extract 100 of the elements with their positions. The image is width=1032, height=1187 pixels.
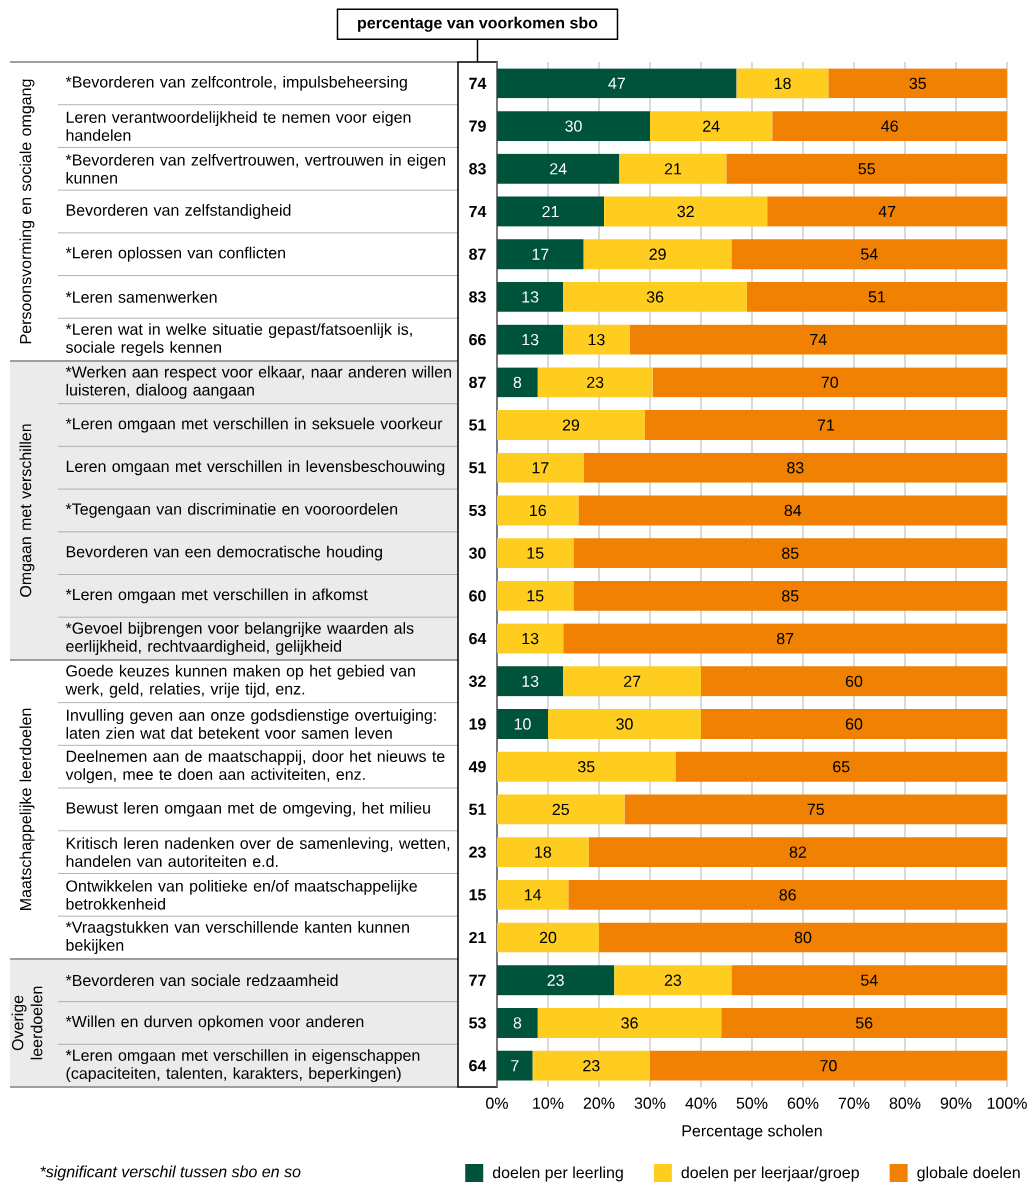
- data-label: 24: [703, 120, 720, 132]
- data-label: 82: [789, 846, 806, 858]
- data-label: 85: [782, 547, 799, 559]
- data-label: 25: [552, 803, 569, 816]
- bar: [497, 965, 615, 996]
- data-label: 19: [469, 718, 486, 730]
- bar: [828, 68, 1007, 99]
- bar: [497, 1008, 538, 1038]
- data-label: 60: [845, 718, 863, 730]
- data-label: 23: [583, 1060, 600, 1072]
- data-label: 51: [469, 803, 486, 815]
- bar: [497, 1050, 533, 1081]
- data-label: 32: [677, 205, 694, 218]
- y-tick-label: *Gevoel bijbrengen voor belangrijke waarden als eerlijkheid, rechtvaardigheid, gelijkheid: [65, 622, 414, 656]
- data-label: 70: [820, 1060, 837, 1072]
- data-label: 27: [624, 675, 641, 687]
- data-label: 17: [532, 462, 549, 474]
- bar: [497, 495, 579, 526]
- legend-label: doelen per leerling: [492, 1166, 623, 1182]
- data-label: 18: [774, 77, 791, 90]
- x-tick-label: 30%: [634, 1097, 666, 1109]
- bar: [497, 922, 599, 953]
- data-label: 14: [525, 889, 542, 901]
- data-label: 13: [588, 333, 605, 346]
- bar: [746, 281, 1007, 312]
- x-axis-title: Percentage scholen: [682, 1124, 822, 1140]
- bar: [537, 367, 653, 398]
- legend-label: globale doelen: [917, 1166, 1020, 1182]
- data-label: 17: [532, 248, 549, 260]
- data-label: 65: [833, 761, 850, 773]
- data-label: 56: [855, 1017, 873, 1029]
- bar: [497, 666, 564, 697]
- data-label: 53: [469, 504, 486, 517]
- bar: [650, 1050, 1007, 1081]
- x-tick-label: 50%: [736, 1097, 768, 1109]
- y-axis-title: Maatschappelijke leerdoelen: [19, 708, 35, 910]
- y-axis-title: Omgaan met verschillen: [19, 424, 35, 597]
- data-label: 30: [468, 547, 486, 559]
- data-label: 66: [469, 333, 486, 346]
- bar: [497, 153, 620, 184]
- y-tick-label: *Leren oplossen van conflicten: [65, 246, 286, 262]
- x-tick-label: 40%: [685, 1097, 717, 1109]
- bar: [497, 538, 574, 569]
- data-label: 80: [794, 931, 812, 944]
- data-label: 13: [522, 632, 539, 645]
- data-label: 70: [821, 376, 839, 388]
- y-tick-label: *Vraagstukken van verschillende kanten kunnen bekijken: [65, 921, 409, 954]
- data-label: 16: [530, 504, 546, 517]
- data-label: 13: [522, 333, 539, 346]
- y-tick-label: Goede keuzes kunnen maken op het gebied van werk, geld, relaties, vrije tijd, enz.: [65, 664, 415, 698]
- y-tick-label: Bewust leren omgaan met de omgeving, het milieu: [66, 801, 430, 817]
- y-tick-label: Leren omgaan met verschillen in levensbeschouwing: [66, 460, 445, 476]
- bar: [547, 709, 701, 739]
- data-label: 85: [782, 590, 799, 602]
- data-label: 23: [469, 846, 486, 858]
- data-label: 13: [522, 675, 539, 687]
- data-label: 87: [469, 376, 486, 388]
- data-label: 75: [807, 803, 824, 815]
- bar: [497, 452, 584, 483]
- bar: [563, 666, 701, 697]
- data-label: 21: [469, 931, 486, 944]
- bar: [563, 623, 1007, 654]
- bar: [497, 367, 538, 398]
- bar: [700, 709, 1007, 739]
- bar: [497, 709, 548, 739]
- y-tick-label: Bevorderen van zelfstandigheid: [66, 204, 291, 219]
- data-label: 15: [469, 889, 486, 901]
- y-tick-label: Deelnemen aan de maatschappij, door het nieuws te volgen, mee te doen aan activiteiten, enz.: [65, 750, 445, 784]
- y-tick-label: *Werken aan respect voor elkaar, naar anderen willen luisteren, dialoog aangaan: [65, 365, 451, 399]
- bar: [532, 1050, 650, 1081]
- bar: [497, 410, 645, 440]
- bar: [652, 367, 1007, 398]
- data-label: 29: [649, 248, 666, 260]
- data-label: 71: [817, 419, 835, 431]
- y-tick-label: Kritisch leren nadenken over de samenleving, wetten, handelen van autoriteiten e.d.: [66, 837, 450, 867]
- x-tick-label: 60%: [787, 1097, 819, 1109]
- data-label: 51: [868, 291, 886, 303]
- data-label: 30: [616, 718, 633, 730]
- bar: [497, 281, 564, 312]
- data-label: 36: [646, 291, 664, 303]
- bar: [497, 111, 650, 142]
- bar: [675, 751, 1007, 782]
- bar: [578, 495, 1007, 526]
- bar: [598, 922, 1007, 953]
- bar: [573, 580, 1007, 611]
- y-tick-label: *Tegengaan van discriminatie en vooroordelen: [65, 503, 398, 518]
- y-tick-label: *Willen en durven opkomen voor anderen: [65, 1015, 364, 1031]
- data-label: 84: [784, 504, 802, 517]
- data-label: 20: [539, 931, 557, 944]
- data-label: 29: [562, 419, 580, 431]
- data-label: 47: [878, 205, 896, 217]
- data-label: 35: [909, 77, 926, 90]
- data-label: 15: [527, 590, 544, 602]
- bar: [563, 281, 747, 312]
- data-label: 54: [861, 974, 878, 986]
- data-label: 47: [608, 77, 625, 89]
- data-label: 51: [469, 419, 486, 431]
- data-label: 79: [469, 120, 486, 132]
- data-label: 55: [858, 163, 875, 175]
- data-label: 35: [577, 761, 595, 773]
